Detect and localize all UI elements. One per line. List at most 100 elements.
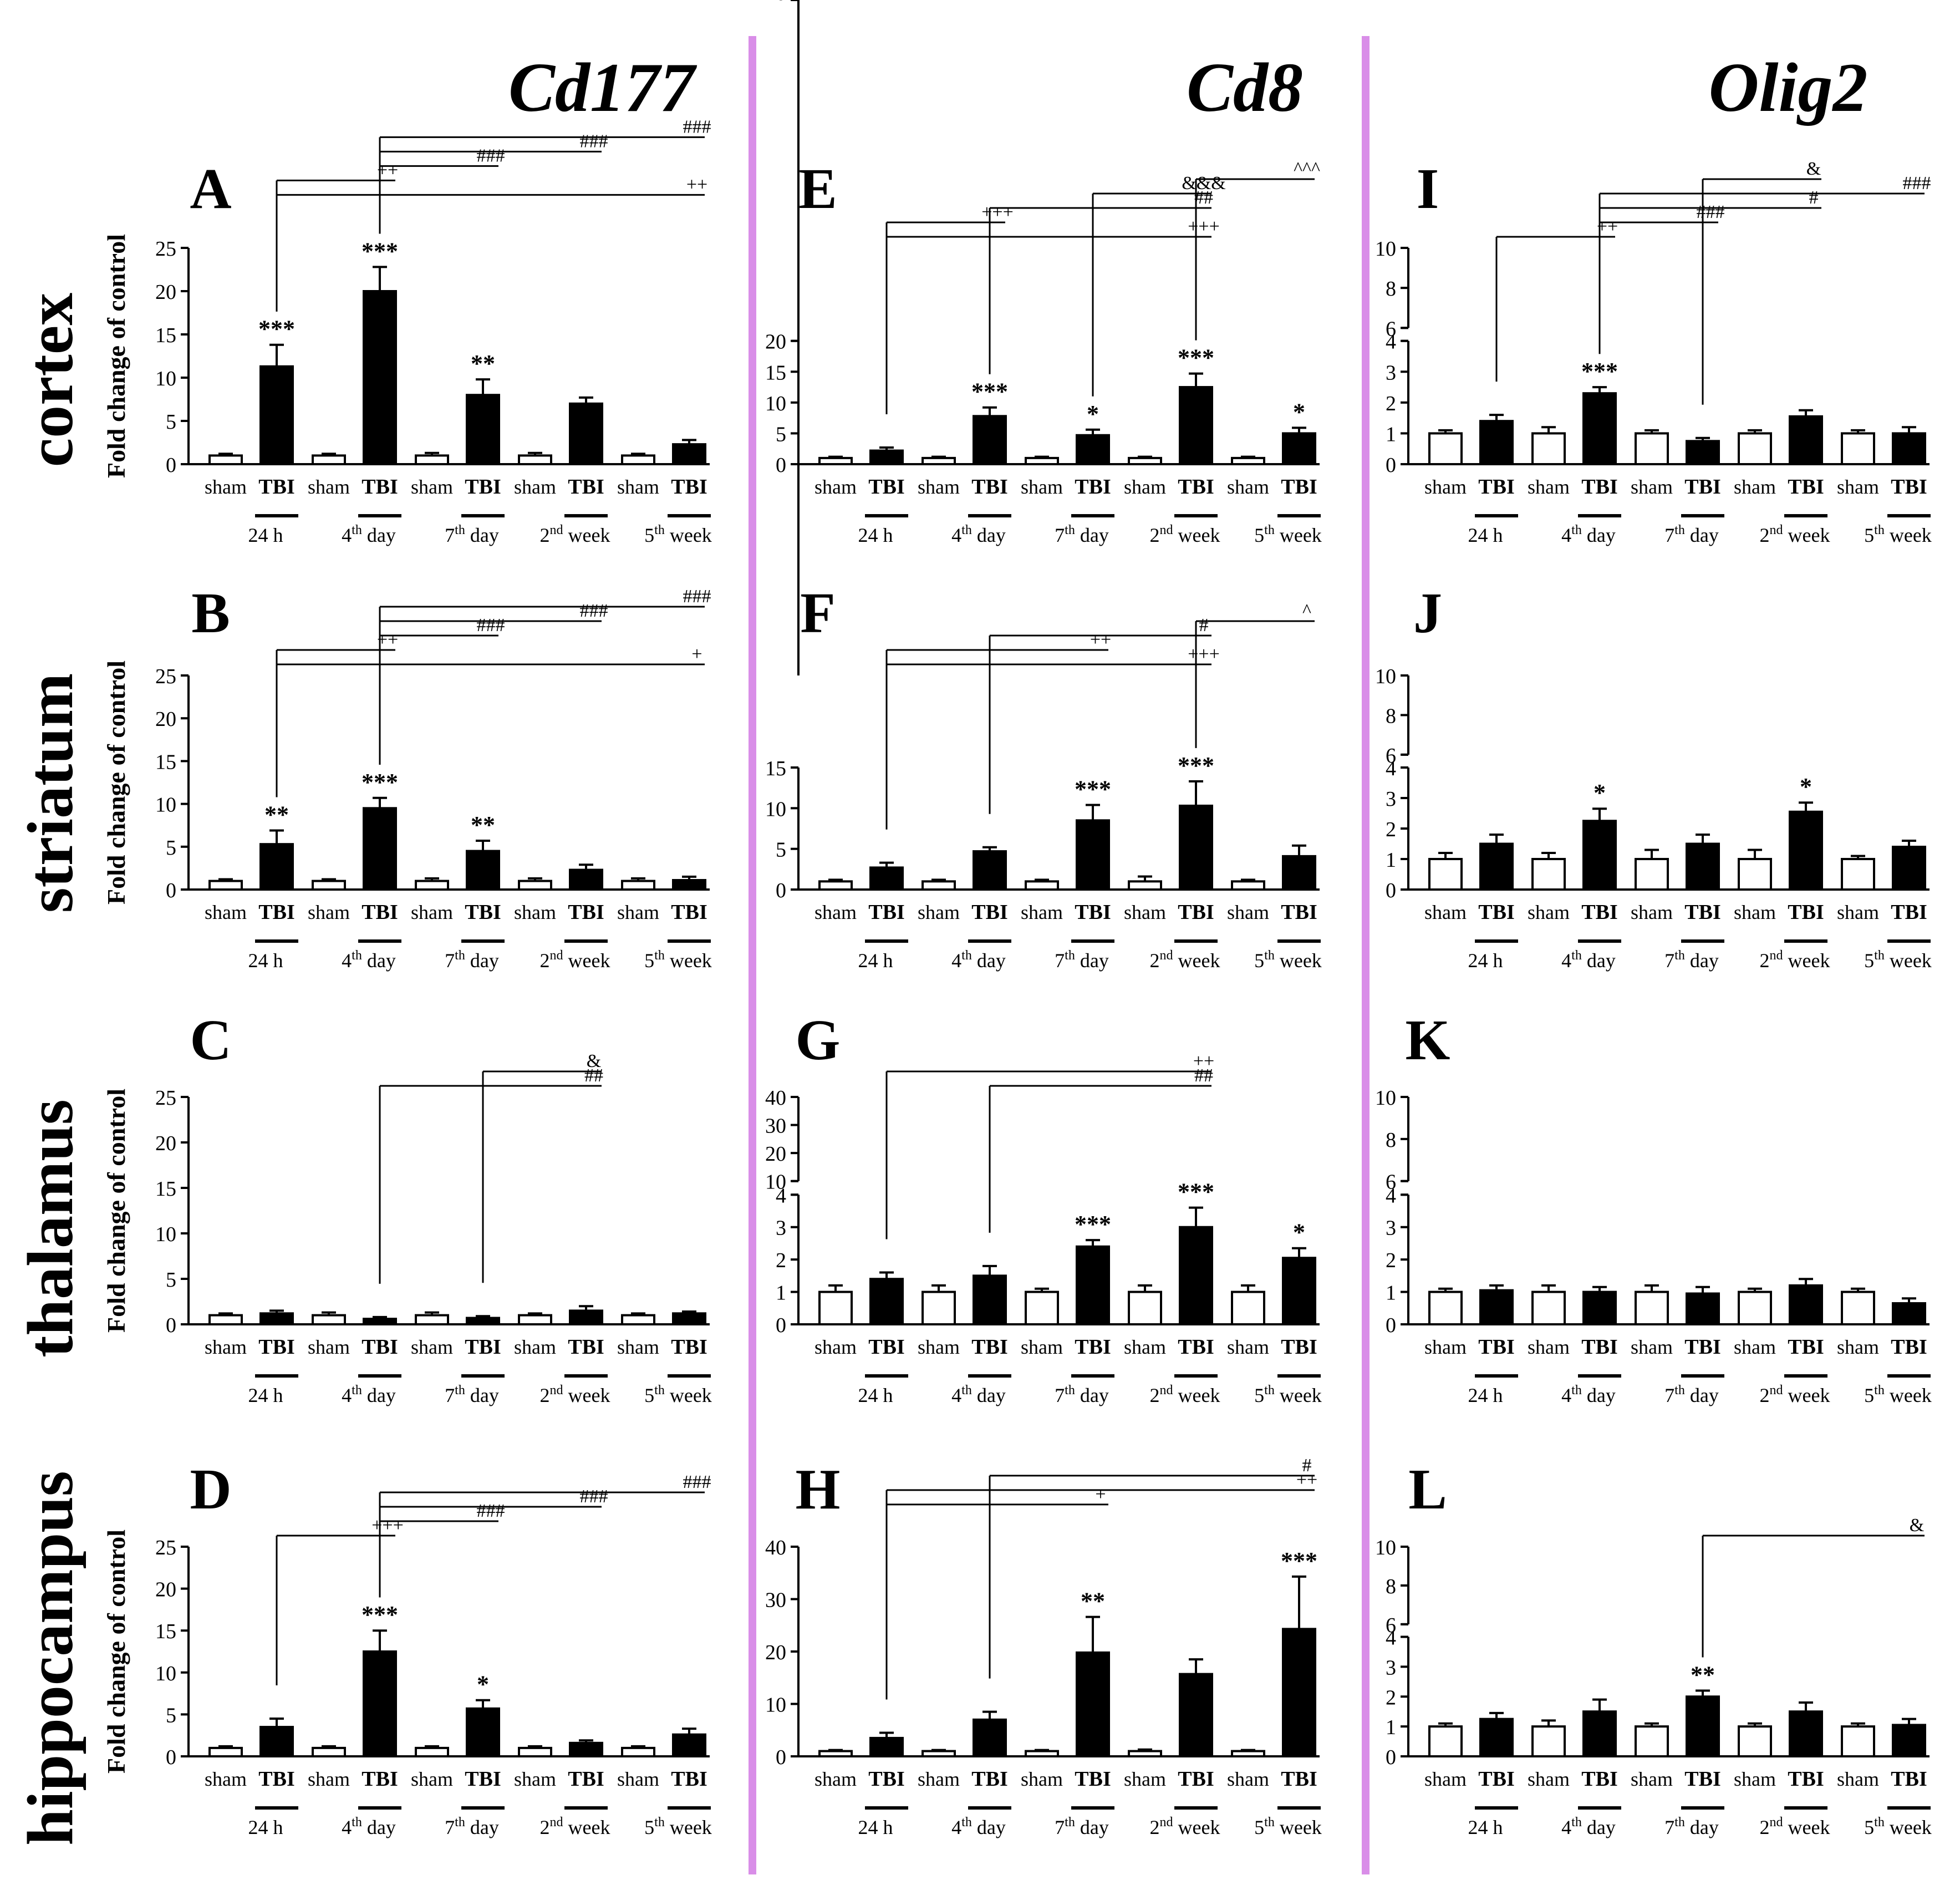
- group-label-unit: day: [465, 1384, 499, 1406]
- y-axis-label: Fold change of control: [102, 234, 130, 478]
- sham-label: sham: [1124, 1768, 1166, 1790]
- group-label-main: 7: [1055, 949, 1065, 972]
- group-label-unit: day: [362, 1816, 396, 1838]
- tbi-bar: [363, 290, 397, 465]
- group-label-sup: th: [1571, 948, 1582, 963]
- group-label: 4th day: [342, 1383, 396, 1406]
- group-label-sup: th: [352, 948, 362, 963]
- row-title-hippocampus: hippocampus: [14, 1471, 86, 1846]
- group-label: 2nd week: [1760, 1815, 1830, 1838]
- tbi-bar: [1479, 1289, 1514, 1326]
- group-label-main: 5: [1864, 524, 1874, 546]
- group-label: 7th day: [1664, 1383, 1719, 1406]
- tbi-label: TBI: [1478, 1335, 1514, 1359]
- group-label: 2nd week: [1760, 948, 1830, 972]
- tbi-bar: [1892, 432, 1926, 465]
- group-label-main: 24 h: [858, 949, 893, 972]
- tbi-bar: [569, 402, 603, 465]
- sham-label: sham: [1021, 1768, 1063, 1790]
- significance-stars: **: [471, 350, 495, 377]
- comparison-symbol: ###: [1903, 173, 1931, 194]
- group-label-sup: th: [961, 1383, 972, 1398]
- group-label-main: 7: [1664, 949, 1674, 972]
- sham-bar: [1428, 857, 1463, 891]
- tbi-bar: [259, 843, 294, 891]
- group-label-main: 24 h: [248, 949, 283, 972]
- y-tick-label: 2: [776, 1249, 786, 1272]
- comparison-symbol: &&&: [1182, 173, 1225, 194]
- tbi-bar: [1892, 1724, 1926, 1757]
- sham-label: sham: [1021, 1336, 1063, 1358]
- sham-bar: [1128, 880, 1162, 891]
- sham-bar: [1841, 432, 1875, 465]
- tbi-bar: [1582, 392, 1617, 465]
- panel-letter: L: [1408, 1457, 1447, 1521]
- sham-label: sham: [1734, 1336, 1776, 1358]
- y-axis-label: Fold change of control: [102, 660, 130, 905]
- group-label: 4th day: [342, 1815, 396, 1838]
- group-label: 24 h: [1468, 524, 1503, 546]
- sham-bar: [1428, 1725, 1463, 1758]
- comparison-symbol: ###: [683, 1472, 711, 1492]
- group-label-sup: th: [352, 523, 362, 537]
- group-label-unit: day: [972, 1384, 1006, 1406]
- group-label: 5th week: [1864, 948, 1932, 972]
- group-label-unit: week: [1885, 1384, 1932, 1406]
- comparison-symbol: ###: [580, 601, 608, 621]
- y-tick-label: 20: [155, 708, 176, 731]
- y-tick-label: 0: [166, 1746, 176, 1769]
- comparison-symbol: +++: [981, 202, 1014, 222]
- tbi-bar: [363, 807, 397, 891]
- tbi-label: TBI: [1075, 475, 1111, 499]
- group-label-sup: th: [1571, 1815, 1582, 1830]
- sham-label: sham: [1837, 476, 1879, 498]
- sham-bar: [415, 1746, 449, 1757]
- y-tick-label: 3: [1386, 361, 1396, 384]
- group-label: 24 h: [1468, 1816, 1503, 1838]
- sham-label: sham: [1227, 1336, 1269, 1358]
- group-label-main: 4: [342, 1816, 352, 1838]
- sham-bar: [1025, 1290, 1059, 1325]
- significance-stars: **: [264, 801, 289, 828]
- sham-bar: [1128, 1290, 1162, 1325]
- group-label-unit: week: [1275, 524, 1322, 546]
- comparison-symbol: +++: [1188, 644, 1220, 664]
- tbi-bar: [1076, 819, 1110, 891]
- tbi-label: TBI: [465, 1335, 501, 1359]
- comparison-symbol: ++: [1090, 629, 1111, 650]
- y-tick-label: 10: [765, 1171, 786, 1194]
- group-label-unit: day: [1582, 1816, 1616, 1838]
- sham-bar: [1128, 456, 1162, 466]
- significance-stars: *: [1293, 1219, 1305, 1246]
- sham-label: sham: [1528, 1768, 1570, 1790]
- y-tick-label: 4: [1386, 1184, 1396, 1207]
- group-label-main: 7: [445, 524, 455, 546]
- sham-label: sham: [1424, 1336, 1467, 1358]
- significance-stars: ***: [1581, 358, 1618, 385]
- y-tick-label: 6: [1386, 317, 1396, 341]
- group-label-main: 24 h: [1468, 949, 1503, 972]
- tbi-label: TBI: [1684, 1767, 1720, 1791]
- significance-stars: *: [1594, 779, 1606, 806]
- group-label: 7th day: [445, 1383, 499, 1406]
- y-tick-label: 0: [166, 879, 176, 902]
- group-label: 2nd week: [540, 523, 610, 546]
- group-label-sup: th: [1065, 948, 1075, 963]
- group-label-sup: th: [455, 1815, 465, 1830]
- group-label-unit: week: [1885, 949, 1932, 972]
- tbi-label: TBI: [1281, 1767, 1317, 1791]
- sham-bar: [621, 1314, 655, 1326]
- y-tick-label: 0: [776, 879, 786, 902]
- y-tick-label: 10: [765, 1694, 786, 1717]
- group-label-main: 4: [951, 949, 961, 972]
- group-label-sup: th: [1674, 948, 1685, 963]
- y-tick-label: 20: [765, 1142, 786, 1166]
- group-label-sup: nd: [1770, 1815, 1783, 1830]
- group-label-main: 2: [1150, 1384, 1160, 1406]
- tbi-label: TBI: [1581, 475, 1617, 499]
- significance-stars: **: [1691, 1661, 1715, 1688]
- group-label-main: 4: [1561, 949, 1571, 972]
- group-label-main: 24 h: [858, 524, 893, 546]
